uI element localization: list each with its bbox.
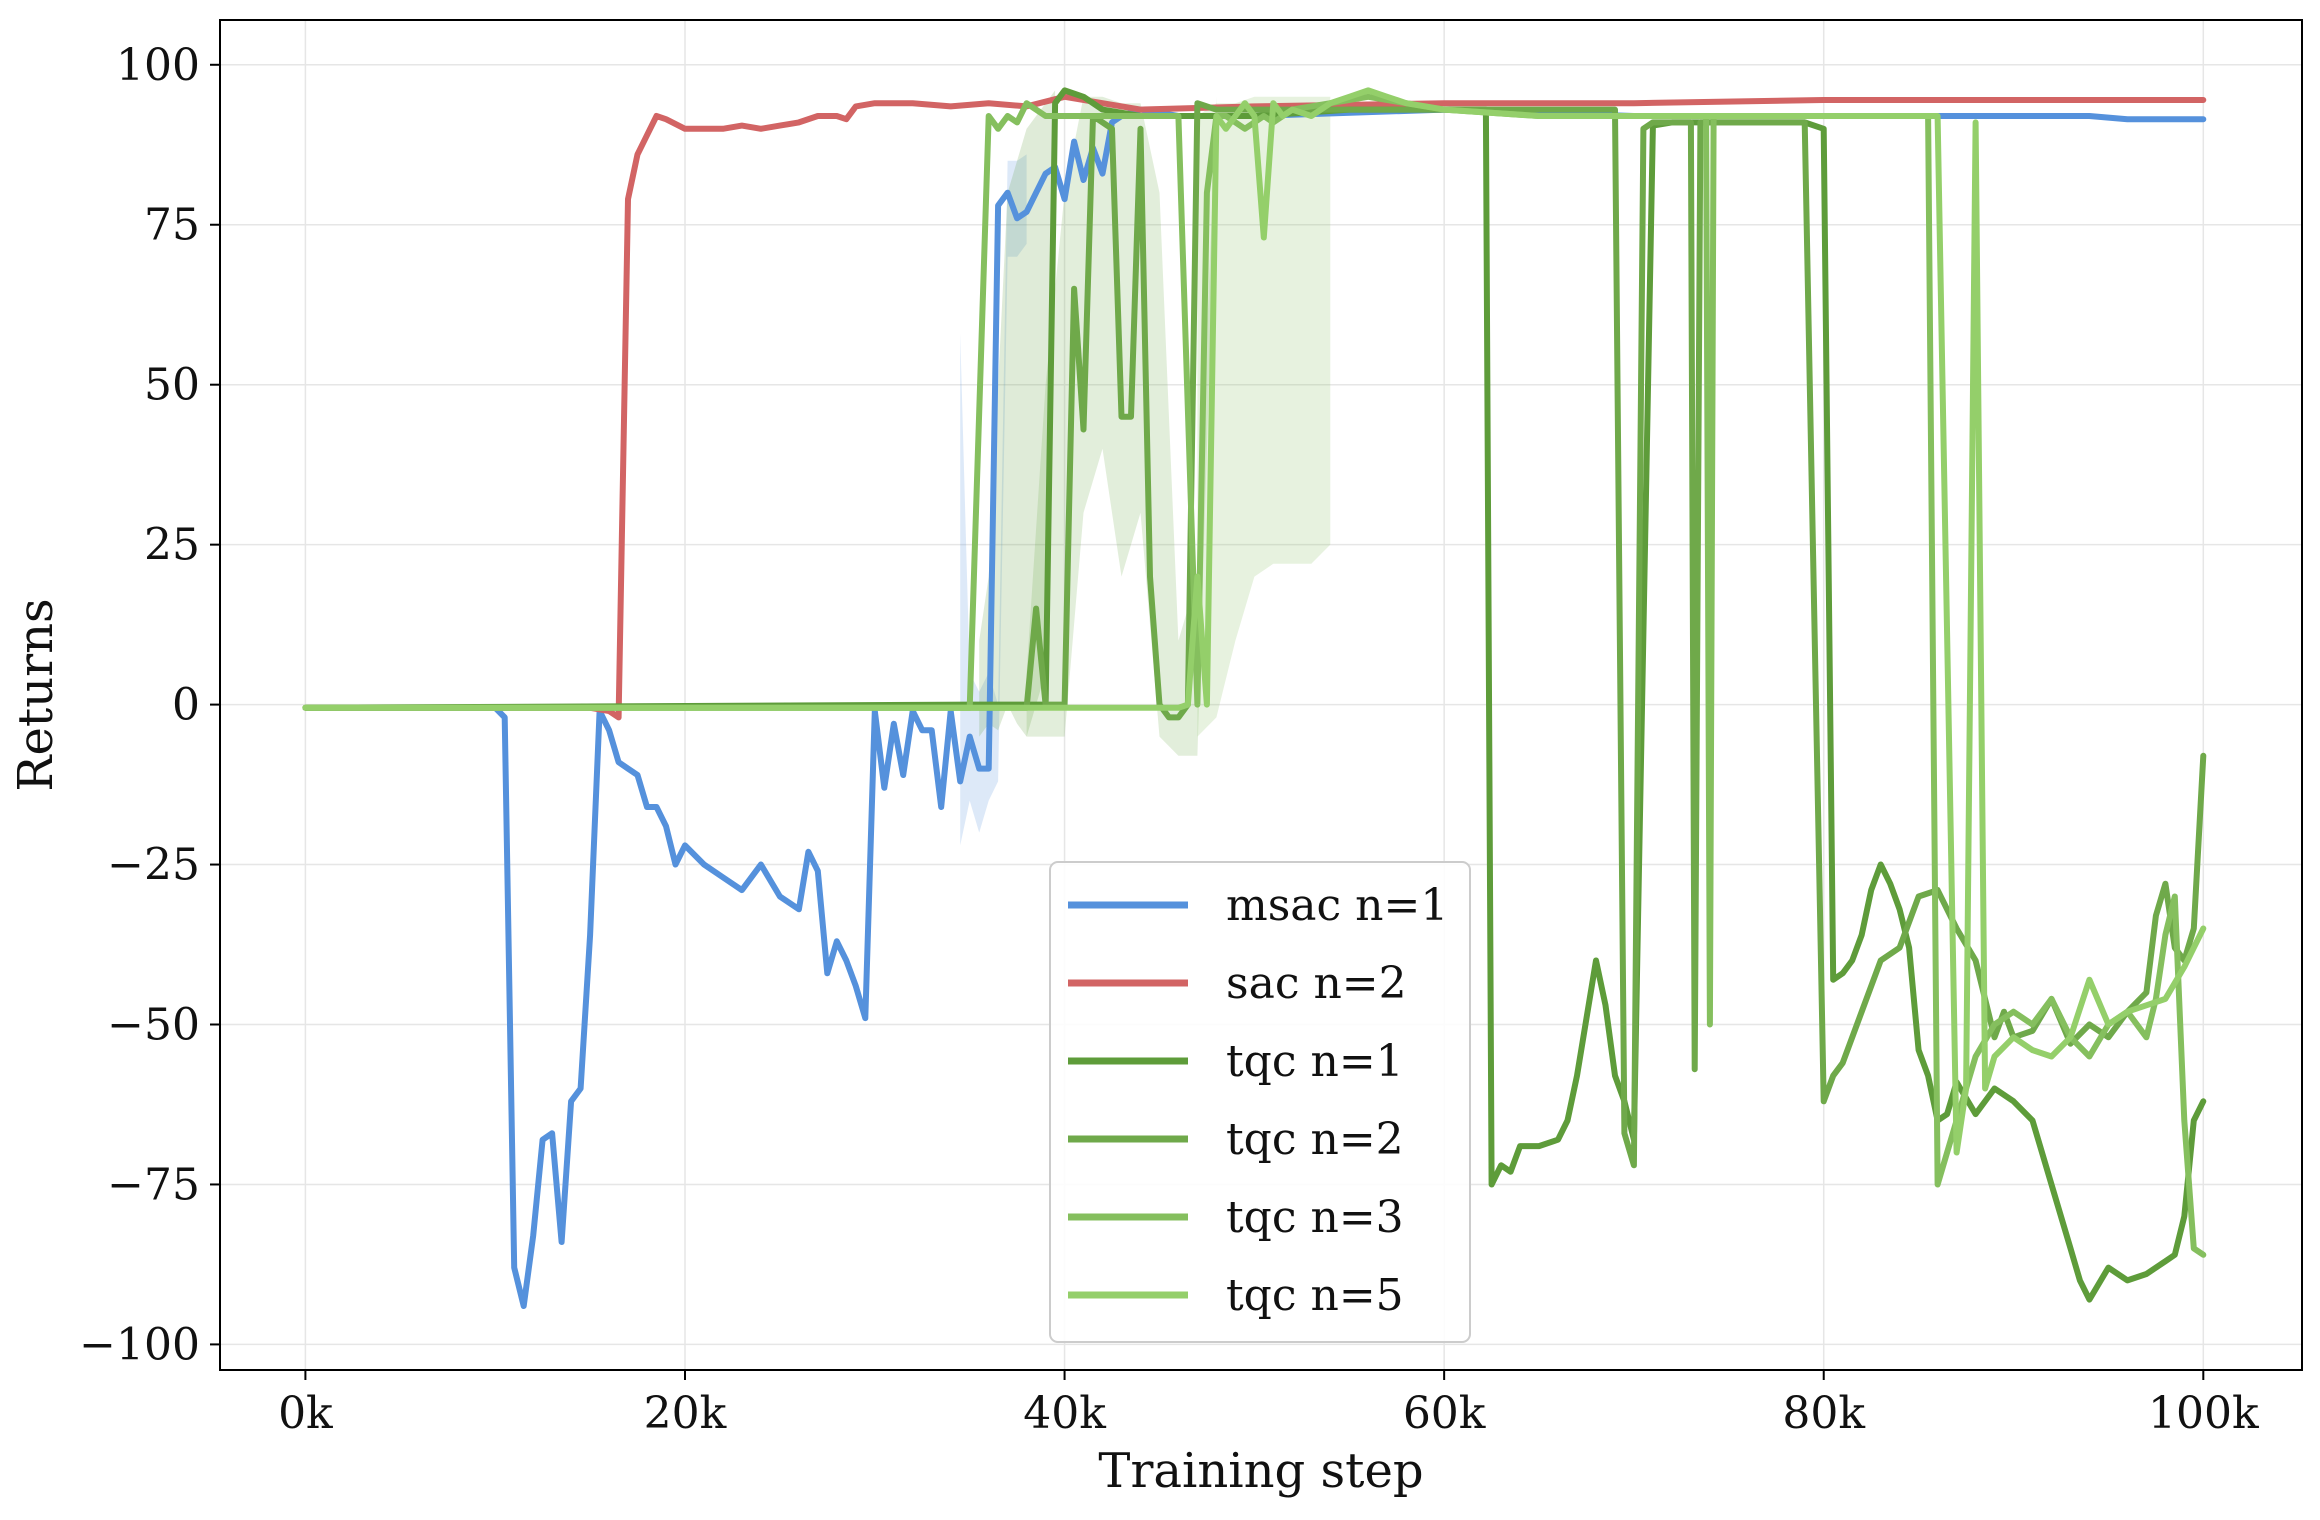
- y-tick-label: −100: [79, 1319, 200, 1370]
- y-tick-label: 0: [172, 680, 200, 731]
- legend: msac n=1 sac n=2 tqc n=1 tqc n=2 tqc n=3 tqc …: [1049, 861, 1471, 1343]
- x-tick-label: 60k: [1403, 1388, 1486, 1439]
- x-tick-label: 40k: [1023, 1388, 1106, 1439]
- legend-label: msac n=1: [1226, 880, 1448, 931]
- legend-label: tqc n=5: [1226, 1270, 1404, 1321]
- band-tqc-n-1: [979, 90, 1056, 737]
- y-axis-title: Returns: [8, 598, 64, 791]
- y-tick-label: 100: [116, 40, 200, 91]
- y-tick-label: 75: [144, 200, 200, 251]
- band-tqc-n-3: [1197, 96, 1331, 737]
- x-axis-ticks: 0k 20k 40k 60k 80k 100k: [278, 1370, 2259, 1439]
- x-axis-title: Training step: [1098, 1443, 1423, 1499]
- series-lines: [302, 87, 2207, 1309]
- y-tick-label: 50: [144, 360, 200, 411]
- legend-label: sac n=2: [1226, 958, 1407, 1009]
- x-tick-label: 0k: [278, 1388, 333, 1439]
- band-tqc-n-2: [1026, 96, 1217, 756]
- y-tick-label: 25: [144, 520, 200, 571]
- legend-label: tqc n=3: [1226, 1192, 1404, 1243]
- plot-frame: [219, 19, 2303, 1371]
- y-tick-label: −50: [107, 1000, 200, 1051]
- x-tick-label: 100k: [2148, 1388, 2259, 1439]
- y-axis-ticks: 100 75 50 25 0 −25 −50 −75 −100: [79, 40, 220, 1370]
- legend-label: tqc n=1: [1226, 1036, 1404, 1087]
- series-line-tqc-n-5: [302, 87, 2207, 1156]
- x-tick-label: 80k: [1782, 1388, 1865, 1439]
- y-tick-label: −25: [107, 840, 200, 891]
- y-tick-label: −75: [107, 1159, 200, 1210]
- x-tick-label: 20k: [644, 1388, 727, 1439]
- series-line-msac-n-1: [302, 106, 2207, 1309]
- legend-label: tqc n=2: [1226, 1114, 1404, 1165]
